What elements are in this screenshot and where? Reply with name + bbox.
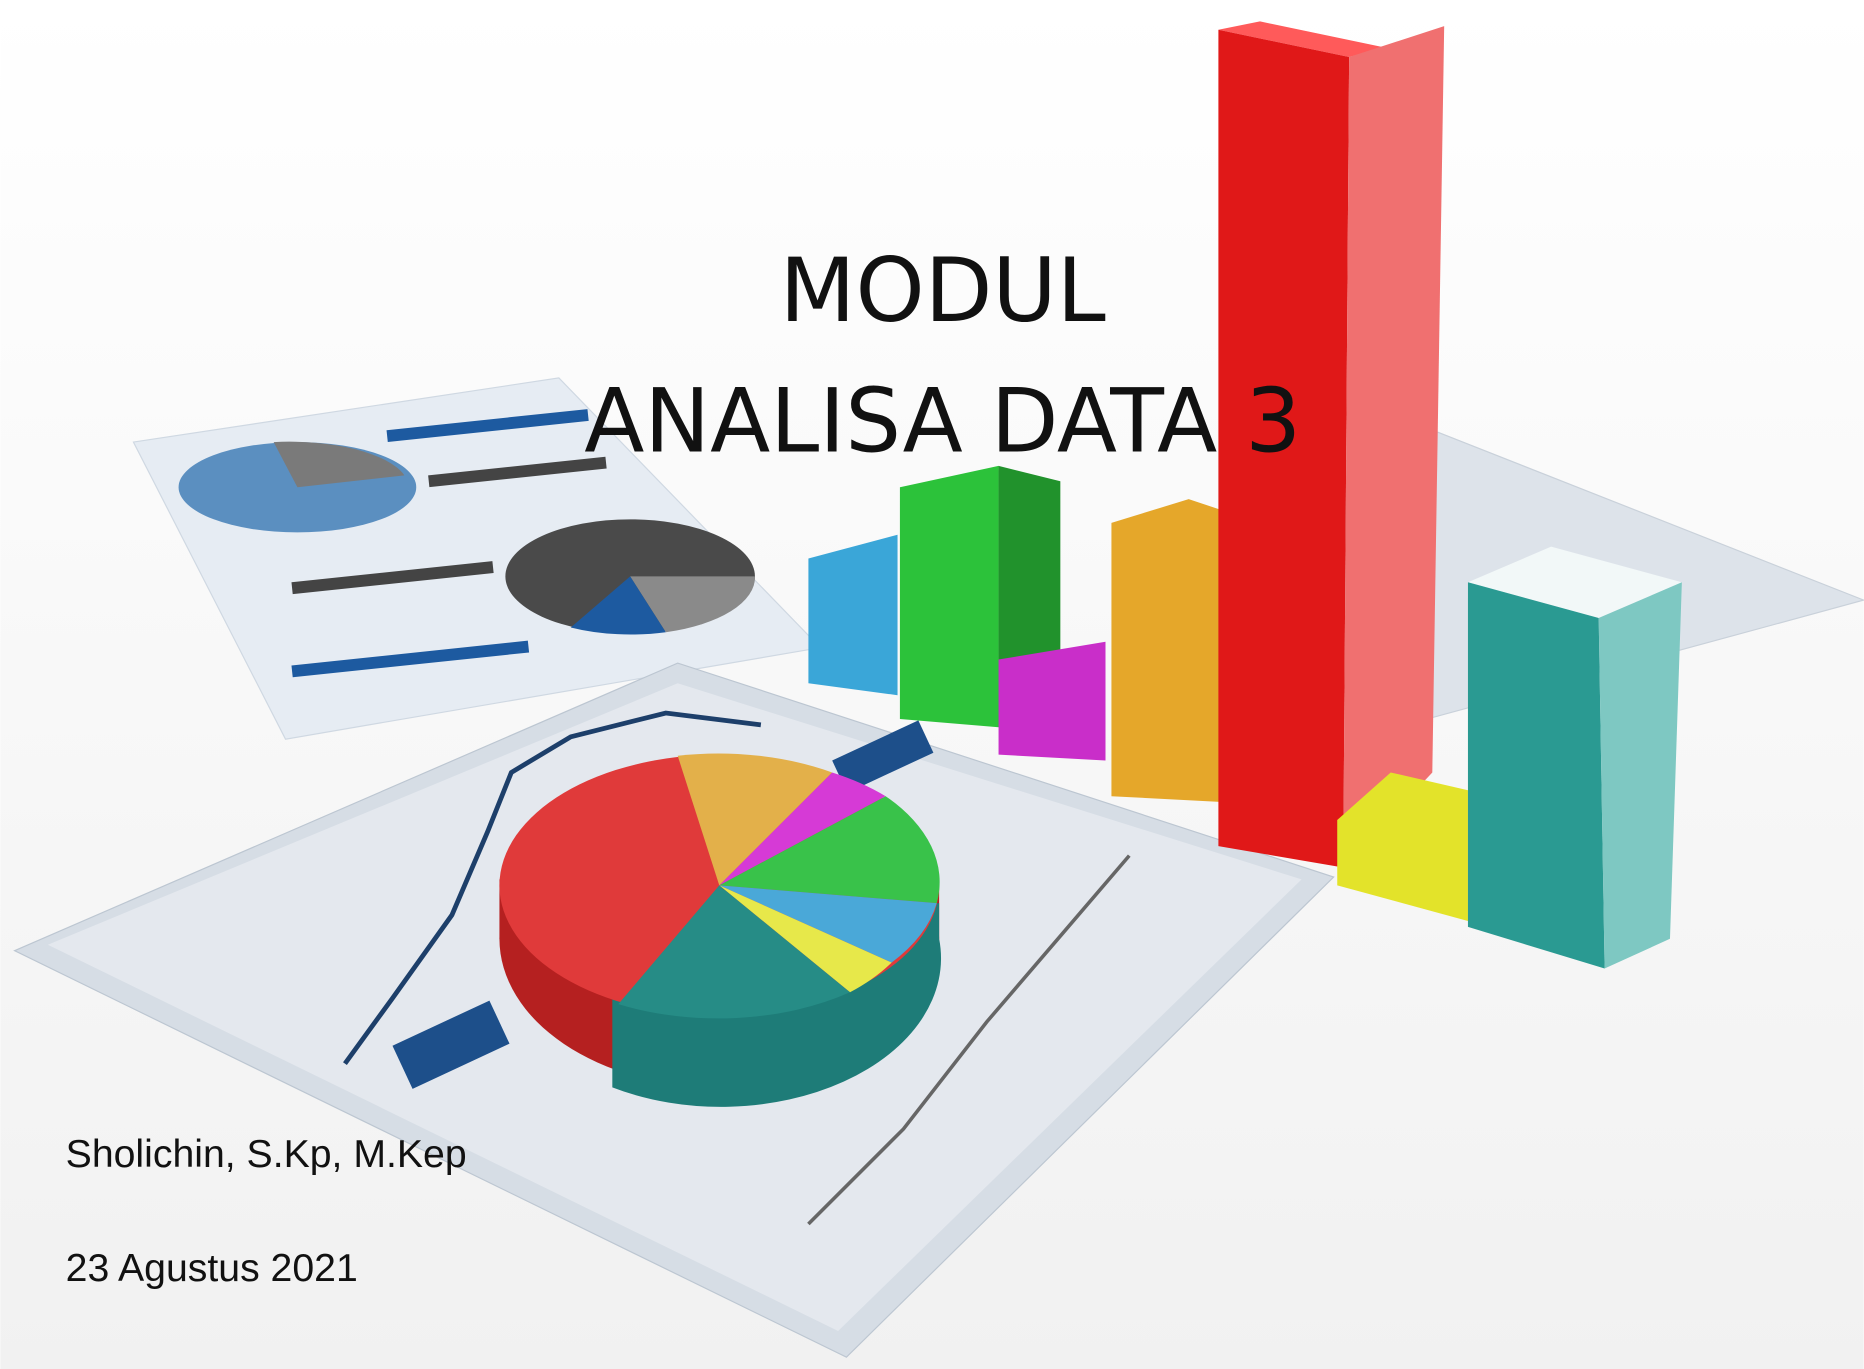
decor-polygon bbox=[1343, 26, 1444, 867]
decor-polygon bbox=[900, 466, 999, 727]
title-line: ANALISA DATA 3 bbox=[584, 370, 1301, 473]
page: {"slide": {"title": {"line1": "MODUL", "… bbox=[0, 0, 1864, 1369]
date: 23 Agustus 2021 bbox=[66, 1247, 358, 1290]
decor-polygon bbox=[999, 642, 1106, 761]
page-body: MODUL ANALISA DATA 3 Sholichin, S.Kp, M.… bbox=[0, 0, 1864, 1369]
author: Sholichin, S.Kp, M.Kep bbox=[66, 1133, 467, 1176]
decor-polygon bbox=[808, 535, 897, 695]
title-line: MODUL bbox=[780, 239, 1106, 342]
slide: MODUL ANALISA DATA 3 Sholichin, S.Kp, M.… bbox=[0, 0, 1864, 1369]
decor-polygon bbox=[1468, 582, 1605, 968]
decor-polygon bbox=[1599, 582, 1682, 968]
decor-polygon bbox=[1111, 499, 1224, 802]
